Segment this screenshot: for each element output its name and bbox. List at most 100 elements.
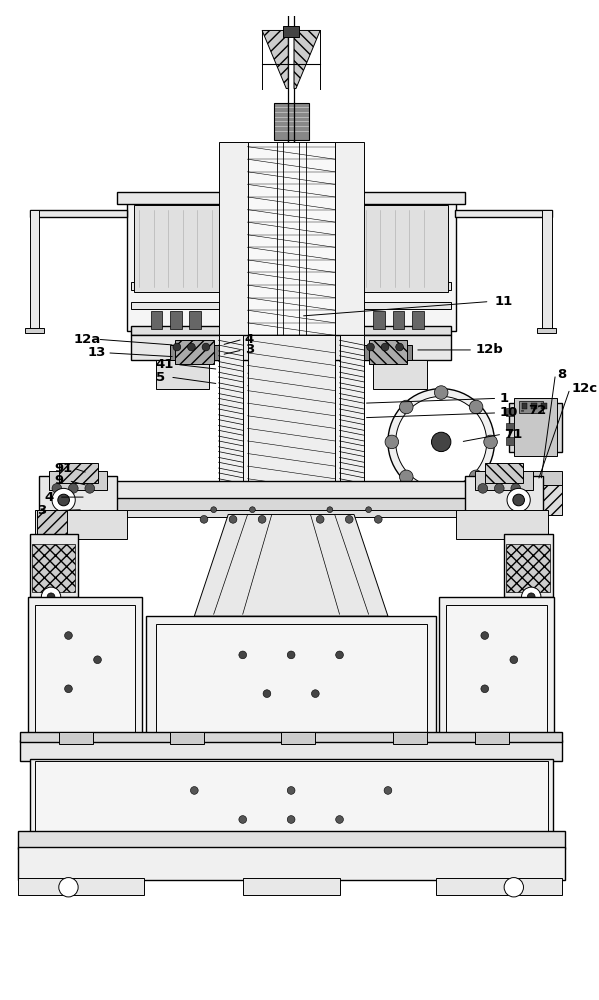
Bar xyxy=(335,142,364,490)
Bar xyxy=(131,326,451,335)
Bar xyxy=(247,142,335,403)
Bar xyxy=(32,544,75,592)
Bar xyxy=(170,732,204,744)
Bar xyxy=(134,205,250,292)
Bar xyxy=(88,510,494,517)
Bar xyxy=(30,210,126,217)
Text: 12a: 12a xyxy=(73,333,101,346)
Circle shape xyxy=(481,632,489,639)
Bar xyxy=(131,302,451,309)
Bar xyxy=(475,732,509,744)
Circle shape xyxy=(311,690,319,697)
Circle shape xyxy=(65,632,72,639)
Text: 9: 9 xyxy=(54,474,63,487)
Text: 11: 11 xyxy=(494,295,513,308)
Bar xyxy=(373,311,385,329)
Circle shape xyxy=(288,816,295,823)
Text: 8: 8 xyxy=(558,368,567,381)
Bar xyxy=(373,360,426,389)
Polygon shape xyxy=(194,515,388,616)
Bar xyxy=(541,403,547,409)
Circle shape xyxy=(68,484,78,493)
Bar xyxy=(49,471,107,490)
Bar xyxy=(151,311,162,329)
Circle shape xyxy=(190,787,198,794)
Circle shape xyxy=(173,343,181,351)
Circle shape xyxy=(381,343,389,351)
Bar xyxy=(40,476,117,519)
Text: 4: 4 xyxy=(44,491,53,504)
Bar xyxy=(506,423,514,430)
Circle shape xyxy=(365,507,371,513)
Text: 41: 41 xyxy=(156,358,174,371)
Circle shape xyxy=(288,787,295,794)
Bar xyxy=(59,732,93,744)
Text: 4: 4 xyxy=(244,333,254,346)
Bar xyxy=(35,761,547,839)
Bar xyxy=(475,471,533,490)
Circle shape xyxy=(470,470,483,484)
Bar xyxy=(274,103,308,140)
Circle shape xyxy=(528,490,538,500)
Circle shape xyxy=(434,386,448,399)
Circle shape xyxy=(65,685,72,693)
Bar xyxy=(18,831,565,849)
Bar xyxy=(88,498,494,513)
Circle shape xyxy=(494,484,504,493)
Circle shape xyxy=(277,665,305,694)
Circle shape xyxy=(58,494,69,506)
Bar xyxy=(117,192,465,204)
Circle shape xyxy=(481,685,489,693)
Circle shape xyxy=(522,587,541,606)
Circle shape xyxy=(229,515,237,523)
Circle shape xyxy=(367,343,374,351)
Bar xyxy=(283,26,299,37)
Polygon shape xyxy=(262,30,288,89)
Circle shape xyxy=(327,507,333,513)
Bar xyxy=(35,510,126,539)
Circle shape xyxy=(258,515,266,523)
Circle shape xyxy=(400,470,413,484)
Bar xyxy=(146,616,436,740)
Circle shape xyxy=(511,484,521,493)
Circle shape xyxy=(527,593,535,601)
Circle shape xyxy=(335,651,343,659)
Bar xyxy=(59,463,98,483)
Bar xyxy=(30,210,40,331)
Bar xyxy=(332,205,448,292)
Circle shape xyxy=(93,656,101,664)
Text: 3: 3 xyxy=(244,343,254,356)
Bar xyxy=(455,210,552,217)
Bar xyxy=(509,403,562,452)
Text: 10: 10 xyxy=(500,406,518,419)
Bar xyxy=(131,335,451,360)
Circle shape xyxy=(85,484,95,493)
Bar xyxy=(156,624,426,734)
Bar xyxy=(485,481,562,515)
Text: 5: 5 xyxy=(156,371,165,384)
Bar xyxy=(219,335,243,495)
Bar xyxy=(522,403,527,409)
Text: 12c: 12c xyxy=(572,382,598,395)
Circle shape xyxy=(52,488,75,512)
Bar xyxy=(20,740,562,761)
Circle shape xyxy=(396,396,487,487)
Bar xyxy=(209,643,373,663)
Bar xyxy=(506,437,514,445)
Circle shape xyxy=(239,651,247,659)
Circle shape xyxy=(288,651,295,659)
Bar xyxy=(446,605,547,735)
Bar xyxy=(282,732,315,744)
Bar xyxy=(156,360,209,389)
Circle shape xyxy=(211,507,217,513)
Text: 1: 1 xyxy=(500,392,509,405)
Bar xyxy=(494,471,562,485)
Bar xyxy=(28,597,142,740)
Bar xyxy=(30,759,552,842)
Bar xyxy=(20,732,562,742)
Bar xyxy=(506,408,514,416)
Text: 3: 3 xyxy=(38,504,47,517)
Bar xyxy=(38,510,66,592)
Circle shape xyxy=(388,389,494,495)
Bar xyxy=(243,878,340,895)
